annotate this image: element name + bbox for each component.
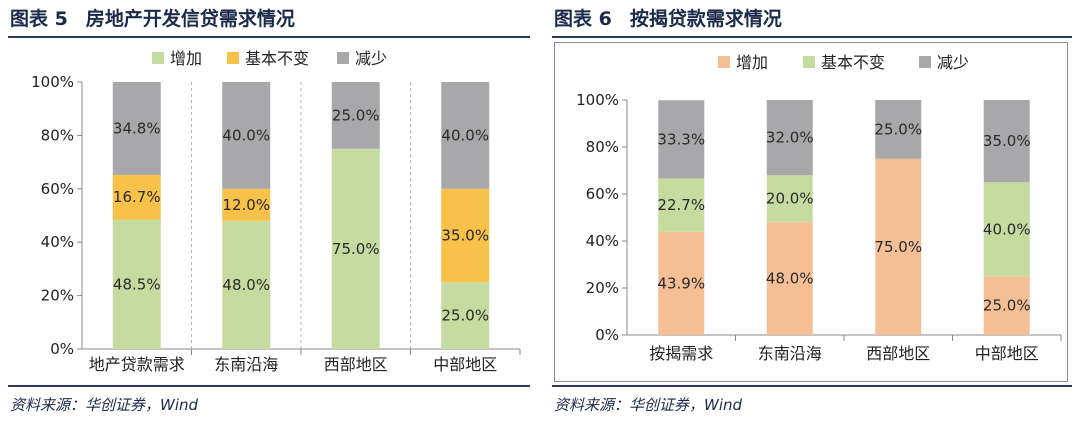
x-tick-label: 中部地区: [433, 355, 497, 374]
bar-segment: [112, 174, 161, 220]
bar-segment: [441, 82, 490, 189]
y-tick-label: 40%: [41, 233, 74, 251]
bar-segment: [222, 82, 271, 189]
data-label: 16.7%: [113, 188, 161, 206]
figure-6-bottom-rule: [552, 385, 1072, 387]
bar-segment: [222, 188, 271, 221]
x-tick-label: 西部地区: [866, 344, 930, 363]
legend-label-2: 基本不变: [245, 49, 309, 68]
legend-label-2: 基本不变: [821, 53, 885, 72]
data-label: 48.0%: [766, 270, 814, 288]
data-label: 12.0%: [222, 196, 270, 214]
figure-6-top-rule: [552, 36, 1072, 38]
bar-segment: [222, 220, 271, 349]
figure-5-panel: 图表 5 房地产开发信贷需求情况 增加 基本不变 减少 0% 20% 40% 60% 80% 10…: [8, 0, 530, 427]
data-label: 43.9%: [657, 274, 705, 292]
bar-segment: [441, 188, 490, 283]
data-label: 22.7%: [657, 196, 705, 214]
figure-5-title-text: 房地产开发信贷需求情况: [85, 8, 295, 30]
bar-segment: [658, 231, 705, 335]
bar-segment: [441, 282, 490, 349]
data-label: 25.0%: [874, 120, 922, 138]
data-label: 75.0%: [332, 240, 380, 258]
y-tick-label: 60%: [41, 180, 74, 198]
figure-6-chart-frame: 增加 基本不变 减少 0% 20% 40% 60% 80% 100% 43.9% 22.7% 33.3…: [554, 42, 1068, 382]
bar-segment: [331, 148, 380, 349]
figure-6-source: 资料来源：华创证券，Wind: [554, 396, 743, 414]
data-label: 75.0%: [874, 238, 922, 256]
y-tick-label: 40%: [586, 232, 619, 250]
y-tick-label: 80%: [586, 138, 619, 156]
legend-label-3: 减少: [937, 53, 969, 72]
figure-6-panel: 图表 6 按揭贷款需求情况 增加 基本不变 减少 0% 20% 40% 60% 80% 100% 4…: [552, 0, 1072, 427]
bar-segment: [983, 182, 1030, 277]
bar-segment: [658, 178, 705, 232]
bar-segment: [658, 100, 705, 179]
y-tick-label: 20%: [586, 279, 619, 297]
figure-6-title-text: 按揭贷款需求情况: [629, 8, 782, 30]
bar-segment: [983, 276, 1030, 335]
data-label: 40.0%: [222, 126, 270, 144]
data-label: 25.0%: [983, 297, 1031, 315]
figure-5-number: 图表 5: [10, 8, 68, 30]
data-label: 25.0%: [441, 307, 489, 325]
data-label: 34.8%: [113, 119, 161, 137]
figure-5-title: 图表 5 房地产开发信贷需求情况: [10, 4, 295, 31]
figure-5-chart-frame: 增加 基本不变 减少 0% 20% 40% 60% 80% 100% 48.5% 16.7% 34.8…: [12, 40, 526, 383]
data-label: 48.0%: [222, 276, 270, 294]
x-tick-label: 按揭需求: [649, 344, 713, 363]
x-tick-label: 中部地区: [975, 344, 1039, 363]
legend-swatch-2: [227, 52, 239, 64]
x-tick-label: 东南沿海: [214, 355, 278, 374]
data-label: 40.0%: [441, 126, 489, 144]
data-label: 20.0%: [766, 190, 814, 208]
legend-swatch-3: [919, 56, 931, 68]
data-label: 35.0%: [441, 227, 489, 245]
figure-5-chart: 增加 基本不变 减少 0% 20% 40% 60% 80% 100% 48.5% 16.7% 34.8…: [31, 49, 521, 374]
figure-6-chart: 增加 基本不变 减少 0% 20% 40% 60% 80% 100% 43.9% 22.7% 33.3…: [576, 53, 1062, 363]
bar-segment: [766, 222, 813, 335]
legend-swatch-2: [803, 56, 815, 68]
data-label: 48.5%: [113, 275, 161, 293]
figure-5-bottom-rule: [8, 385, 530, 387]
figure-5-source: 资料来源：华创证券，Wind: [10, 396, 199, 414]
x-tick-label: 西部地区: [324, 355, 388, 374]
legend-label-1: 增加: [170, 49, 202, 68]
figure-6-title: 图表 6 按揭贷款需求情况: [554, 4, 782, 31]
bar-segment: [766, 100, 813, 176]
legend-label-3: 减少: [355, 49, 387, 68]
data-label: 40.0%: [983, 220, 1031, 238]
y-tick-label: 100%: [31, 73, 74, 91]
y-tick-label: 0%: [595, 326, 619, 344]
bar-segment: [766, 175, 813, 223]
y-tick-label: 60%: [586, 185, 619, 203]
bar-segment: [875, 100, 922, 159]
bar-segment: [112, 82, 161, 175]
y-tick-label: 100%: [576, 91, 619, 109]
legend-label-1: 增加: [736, 53, 768, 72]
y-tick-label: 80%: [41, 126, 74, 144]
y-tick-label: 0%: [50, 340, 74, 358]
bar-segment: [983, 100, 1030, 183]
bar-segment: [331, 82, 380, 149]
x-tick-label: 地产贷款需求: [89, 355, 185, 374]
data-label: 35.0%: [983, 132, 1031, 150]
bar-segment: [112, 219, 161, 349]
data-label: 33.3%: [657, 130, 705, 148]
bar-segment: [875, 158, 922, 335]
figure-5-top-rule: [8, 36, 530, 38]
legend-swatch-1: [152, 52, 164, 64]
y-tick-label: 20%: [41, 287, 74, 305]
x-tick-label: 东南沿海: [758, 344, 822, 363]
data-label: 25.0%: [332, 106, 380, 124]
legend-swatch-1: [718, 56, 730, 68]
figure-6-number: 图表 6: [554, 8, 612, 30]
legend-swatch-3: [337, 52, 349, 64]
data-label: 32.0%: [766, 129, 814, 147]
